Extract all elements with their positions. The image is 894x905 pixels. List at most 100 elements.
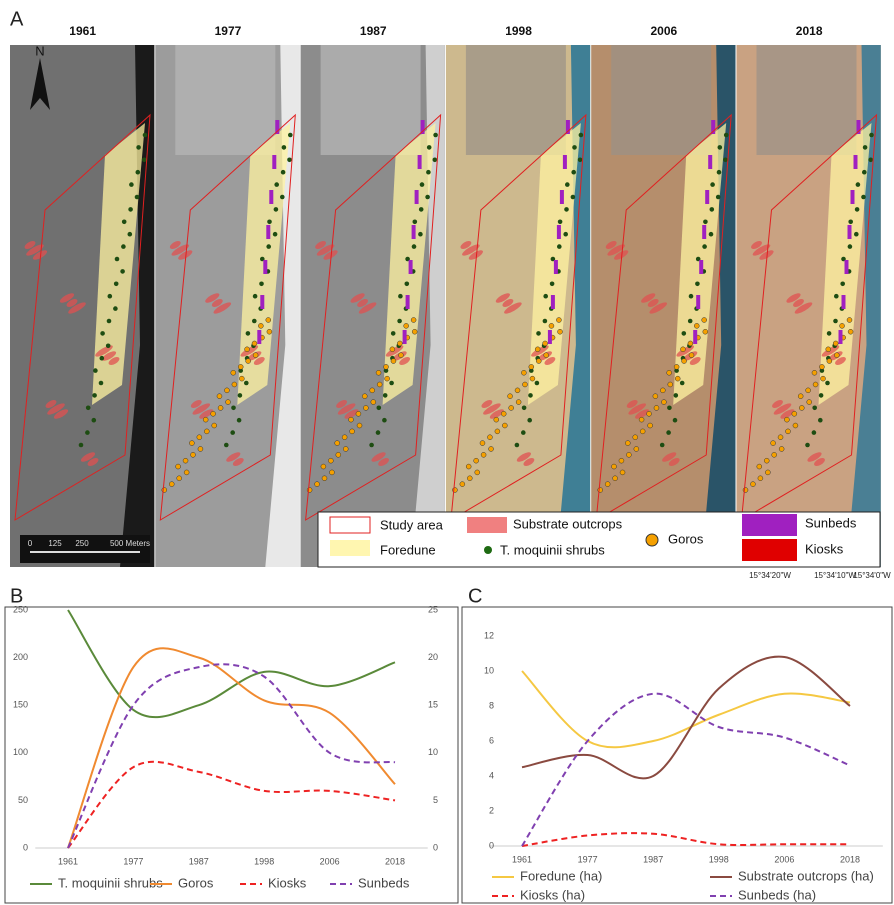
goro-dot <box>639 417 644 422</box>
sunbed-mark <box>839 330 843 344</box>
shrub-dot <box>99 381 104 386</box>
shrub-dot <box>115 257 120 262</box>
shrub-dot <box>100 331 105 336</box>
sunbed-mark <box>409 260 413 274</box>
shrub-dot <box>578 158 583 163</box>
shrub-dot <box>274 182 279 187</box>
scale-label: 0 <box>28 539 33 548</box>
legend-swatch <box>330 517 370 533</box>
shrub-dot <box>273 232 278 237</box>
y-tick-label: 0 <box>489 840 494 850</box>
goro-dot <box>363 405 368 410</box>
shrub-dot <box>717 170 722 175</box>
shrub-dot <box>535 381 540 386</box>
y2-tick-label: 25 <box>428 604 438 614</box>
shrub-dot <box>237 418 242 423</box>
shrub-dot <box>682 331 687 336</box>
sunbed-mark <box>257 330 261 344</box>
shrub-dot <box>135 195 140 200</box>
scale-label: 500 Meters <box>110 539 150 548</box>
shrub-dot <box>709 232 714 237</box>
shrub-dot <box>413 220 418 225</box>
goro-dot <box>702 318 707 323</box>
goro-dot <box>654 405 659 410</box>
shrub-dot <box>427 145 432 150</box>
goro-dot <box>328 458 333 463</box>
shrub-dot <box>579 133 584 138</box>
shrub-dot <box>246 331 251 336</box>
shrub-dot <box>244 381 249 386</box>
x-tick-label: 2018 <box>840 854 860 864</box>
goro-dot <box>675 376 680 381</box>
shrub-dot <box>405 282 410 287</box>
goro-dot <box>785 429 790 434</box>
goro-dot <box>466 464 471 469</box>
coord-label: 15°34'10"W <box>814 571 856 580</box>
goro-dot <box>688 341 693 346</box>
legend-label: Goros <box>178 875 214 890</box>
sunbed-mark <box>415 190 419 204</box>
goro-dot <box>494 417 499 422</box>
shrub-dot <box>527 418 532 423</box>
shrub-dot <box>426 170 431 175</box>
shrub-dot <box>280 195 285 200</box>
goro-dot <box>764 458 769 463</box>
sunbed-mark <box>842 295 846 309</box>
series-line <box>68 762 395 848</box>
sunbed-mark <box>403 330 407 344</box>
sunbed-mark <box>269 190 273 204</box>
shrub-dot <box>718 145 723 150</box>
shrub-dot <box>419 207 424 212</box>
goro-dot <box>197 435 202 440</box>
goro-dot <box>634 446 639 451</box>
shrub-dot <box>100 356 105 361</box>
goro-dot <box>184 470 189 475</box>
coord-label: 15°34'20"W <box>749 571 791 580</box>
shrub-dot <box>868 158 873 163</box>
goro-dot <box>404 323 409 328</box>
shrub-dot <box>122 220 127 225</box>
urban-area <box>321 45 421 155</box>
goro-dot <box>806 388 811 393</box>
goro-dot <box>625 441 630 446</box>
y-tick-label: 200 <box>13 652 28 662</box>
shrub-dot <box>848 244 853 249</box>
goro-dot <box>384 364 389 369</box>
year-label: 1961 <box>69 24 96 38</box>
y2-tick-label: 10 <box>428 747 438 757</box>
goro-dot <box>252 341 257 346</box>
shrub-dot <box>660 443 665 448</box>
shrub-dot <box>572 145 577 150</box>
sunbed-mark <box>705 190 709 204</box>
sunbed-mark <box>699 260 703 274</box>
shrub-dot <box>86 406 91 411</box>
sunbed-mark <box>848 225 852 239</box>
goro-dot <box>342 435 347 440</box>
shrub-dot <box>418 232 423 237</box>
goro-dot <box>329 470 334 475</box>
y-tick-label: 10 <box>484 665 494 675</box>
shrub-dot <box>812 430 817 435</box>
x-tick-label: 2006 <box>774 854 794 864</box>
legend-swatch <box>484 546 492 554</box>
shrub-dot <box>224 443 229 448</box>
shrub-dot <box>840 282 845 287</box>
shrub-dot <box>113 306 118 311</box>
goro-dot <box>530 376 535 381</box>
goro-dot <box>771 441 776 446</box>
x-tick-label: 1977 <box>578 854 598 864</box>
goro-dot <box>640 429 645 434</box>
shrub-dot <box>106 344 111 349</box>
shrub-dot <box>543 294 548 299</box>
legend-swatch <box>330 540 370 556</box>
y2-tick-label: 15 <box>428 700 438 710</box>
goro-dot <box>232 382 237 387</box>
shrub-dot <box>288 133 293 138</box>
goro-dot <box>183 458 188 463</box>
sunbed-mark <box>702 225 706 239</box>
shrub-dot <box>680 381 685 386</box>
goro-dot <box>556 318 561 323</box>
sunbed-mark <box>418 155 422 169</box>
shrub-dot <box>855 207 860 212</box>
shrub-dot <box>819 393 824 398</box>
